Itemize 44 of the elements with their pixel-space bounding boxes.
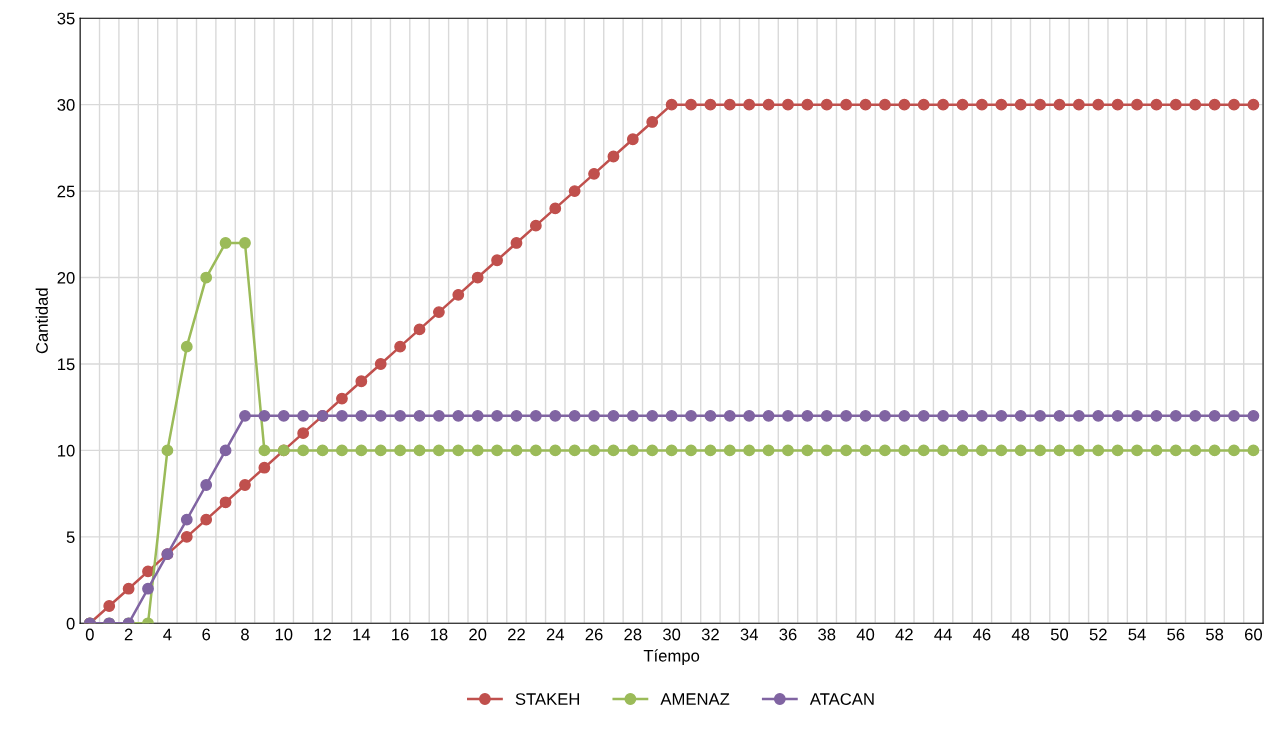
x-tick-label: 34 — [740, 628, 758, 641]
y-tick-label: 10 — [58, 444, 75, 457]
x-tick-label: 46 — [973, 628, 991, 641]
x-tick-label: 20 — [469, 628, 487, 641]
x-tick-label: 30 — [662, 628, 681, 641]
y-tick-label: 35 — [57, 12, 75, 25]
y-tick-label: 15 — [58, 358, 75, 371]
x-tick-label: 6 — [202, 628, 211, 641]
legend-label: STAKEH — [515, 693, 580, 705]
x-tick-label: 50 — [1050, 628, 1069, 641]
x-tick-label: 16 — [392, 628, 409, 641]
x-axis-title: Tíempo — [643, 649, 700, 665]
x-tick-label: 28 — [624, 628, 642, 641]
x-tick-label: 26 — [585, 628, 603, 641]
x-tick-label: 22 — [508, 628, 525, 641]
x-tick-label: 60 — [1244, 628, 1263, 641]
x-tick-label: 56 — [1167, 628, 1185, 641]
legend-label: ATACAN — [809, 693, 874, 705]
y-tick-label: 5 — [66, 531, 75, 544]
x-tick-label: 0 — [85, 628, 94, 641]
x-tick-label: 40 — [856, 628, 875, 641]
x-tick-label: 36 — [779, 628, 797, 641]
y-tick-label: 20 — [57, 271, 75, 284]
x-tick-label: 44 — [934, 628, 952, 641]
y-tick-label: 0 — [66, 617, 75, 630]
x-tick-label: 54 — [1128, 628, 1146, 641]
x-tick-label: 18 — [430, 628, 448, 641]
x-tick-label: 52 — [1089, 628, 1107, 641]
x-tick-label: 10 — [275, 628, 293, 641]
x-tick-label: 38 — [818, 628, 836, 641]
y-axis-title: Cantidad — [35, 288, 48, 354]
x-tick-label: 32 — [701, 628, 719, 641]
x-tick-label: 4 — [163, 628, 172, 641]
x-tick-label: 12 — [314, 628, 331, 641]
y-tick-label: 30 — [57, 99, 75, 111]
x-tick-label: 24 — [546, 628, 565, 641]
x-tick-label: 42 — [895, 628, 913, 641]
x-tick-label: 48 — [1011, 628, 1030, 641]
x-tick-label: 14 — [353, 628, 371, 641]
legend-label: AMENAZ — [660, 693, 730, 705]
x-tick-label: 58 — [1206, 628, 1224, 641]
x-tick-label: 2 — [124, 628, 133, 641]
x-tick-label: 8 — [241, 628, 249, 641]
y-tick-label: 25 — [57, 185, 75, 198]
